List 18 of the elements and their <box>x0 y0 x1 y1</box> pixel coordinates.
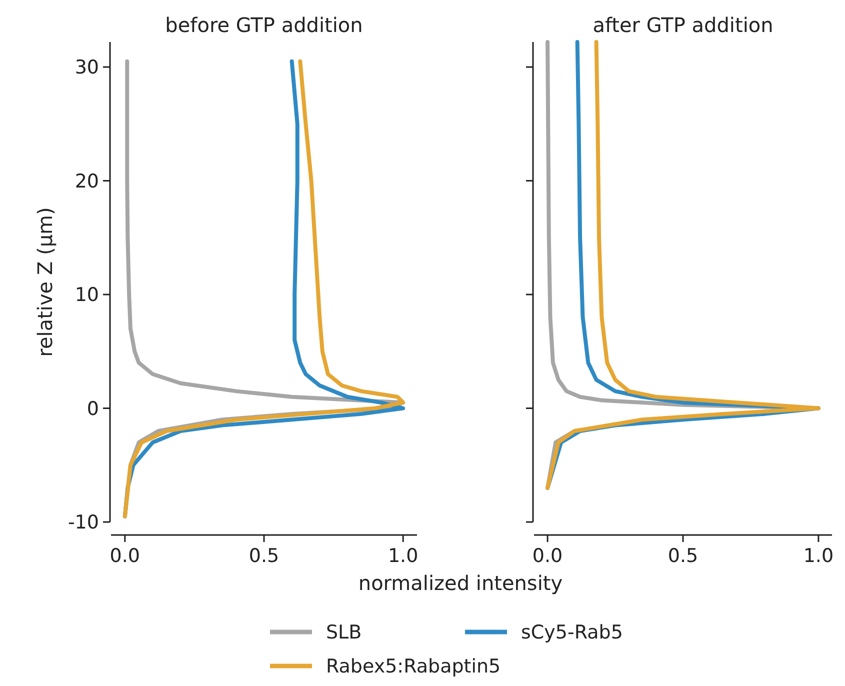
legend-label: Rabex5:Rabaptin5 <box>326 656 501 678</box>
y-tick-label: 0 <box>86 398 99 420</box>
chart-title: after GTP addition <box>592 13 774 37</box>
x-axis-title: normalized intensity <box>358 571 563 595</box>
x-tick-label: 0.5 <box>668 545 698 567</box>
y-tick-label: 20 <box>74 170 99 192</box>
legend-label: sCy5-Rab5 <box>521 622 623 644</box>
y-tick-label: 10 <box>74 284 99 306</box>
x-tick-label: 0.0 <box>110 545 140 567</box>
chart-title: before GTP addition <box>165 13 363 37</box>
y-tick-label: 30 <box>74 56 99 79</box>
x-tick-label: 1.0 <box>803 545 834 567</box>
y-tick-label: -10 <box>68 512 99 534</box>
x-tick-label: 0.0 <box>532 545 563 567</box>
y-axis-title: relative Z (µm) <box>33 207 57 357</box>
x-tick-label: 0.5 <box>248 545 280 567</box>
legend-label: SLB <box>326 622 362 644</box>
x-tick-label: 1.0 <box>388 545 418 567</box>
